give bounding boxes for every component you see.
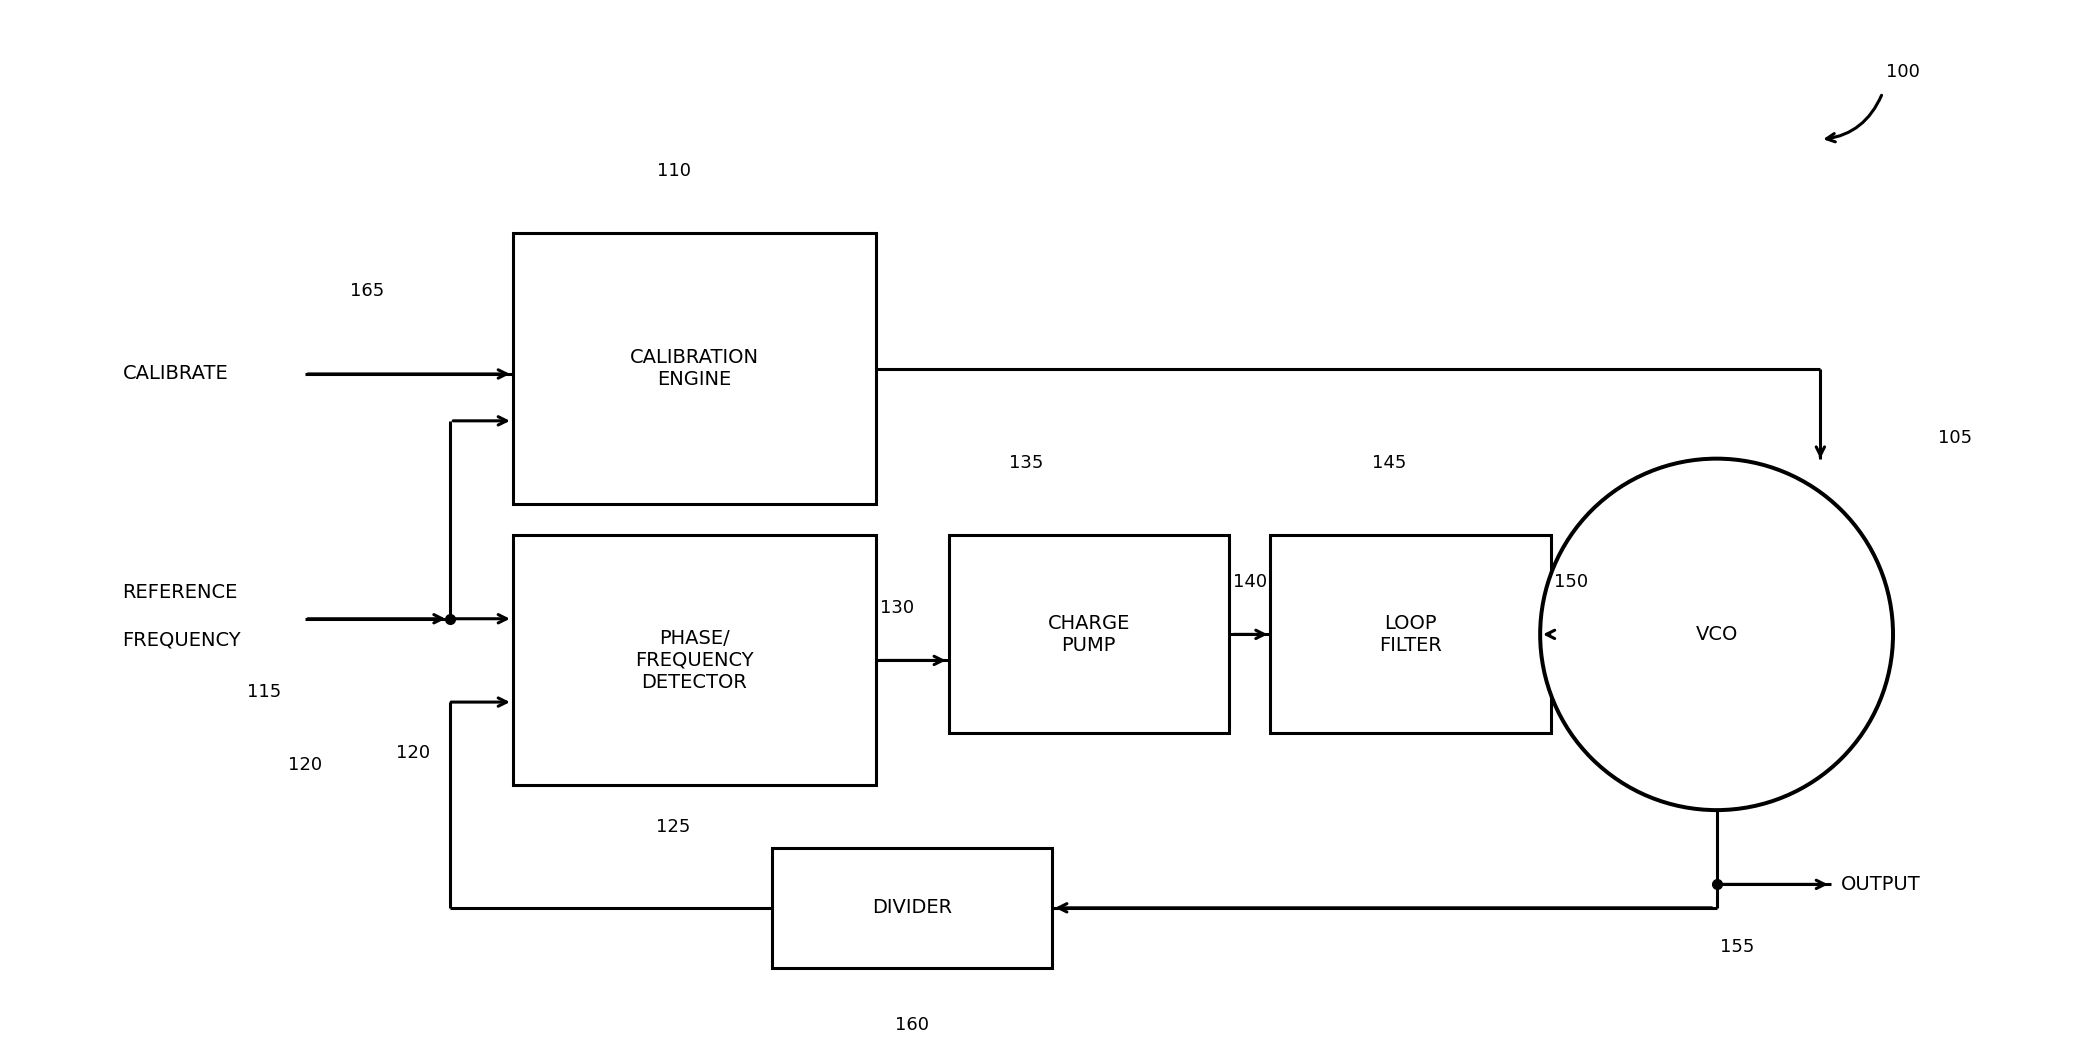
Bar (513, 233, 875, 504)
Text: CHARGE
PUMP: CHARGE PUMP (1048, 614, 1130, 655)
Text: PHASE/
FREQUENCY
DETECTOR: PHASE/ FREQUENCY DETECTOR (636, 629, 754, 692)
Text: 140: 140 (1232, 573, 1267, 591)
Text: 135: 135 (1009, 454, 1044, 471)
Text: LOOP
FILTER: LOOP FILTER (1380, 614, 1442, 655)
Text: 120: 120 (396, 743, 429, 761)
Text: VCO: VCO (1696, 625, 1738, 644)
Text: CALIBRATE: CALIBRATE (123, 364, 229, 383)
Text: 155: 155 (1719, 938, 1755, 956)
Text: 145: 145 (1373, 454, 1407, 471)
Text: 160: 160 (896, 1016, 929, 1034)
Bar (773, 848, 1052, 968)
Text: CALIBRATION
ENGINE: CALIBRATION ENGINE (629, 349, 759, 390)
Text: OUTPUT: OUTPUT (1840, 875, 1921, 894)
Text: 130: 130 (879, 600, 913, 617)
Text: 165: 165 (350, 281, 386, 299)
Bar (513, 536, 875, 785)
Text: 110: 110 (656, 162, 690, 180)
Bar (948, 536, 1230, 733)
Text: FREQUENCY: FREQUENCY (123, 630, 242, 649)
Ellipse shape (1540, 459, 1892, 811)
Text: 100: 100 (1886, 63, 1919, 81)
Text: 150: 150 (1555, 573, 1588, 591)
Text: 115: 115 (246, 682, 281, 700)
Text: DIVIDER: DIVIDER (873, 899, 952, 918)
Text: 125: 125 (656, 818, 690, 836)
Text: 105: 105 (1938, 428, 1971, 447)
Bar (1271, 536, 1550, 733)
Text: 120: 120 (288, 756, 323, 774)
Text: REFERENCE: REFERENCE (123, 583, 238, 603)
